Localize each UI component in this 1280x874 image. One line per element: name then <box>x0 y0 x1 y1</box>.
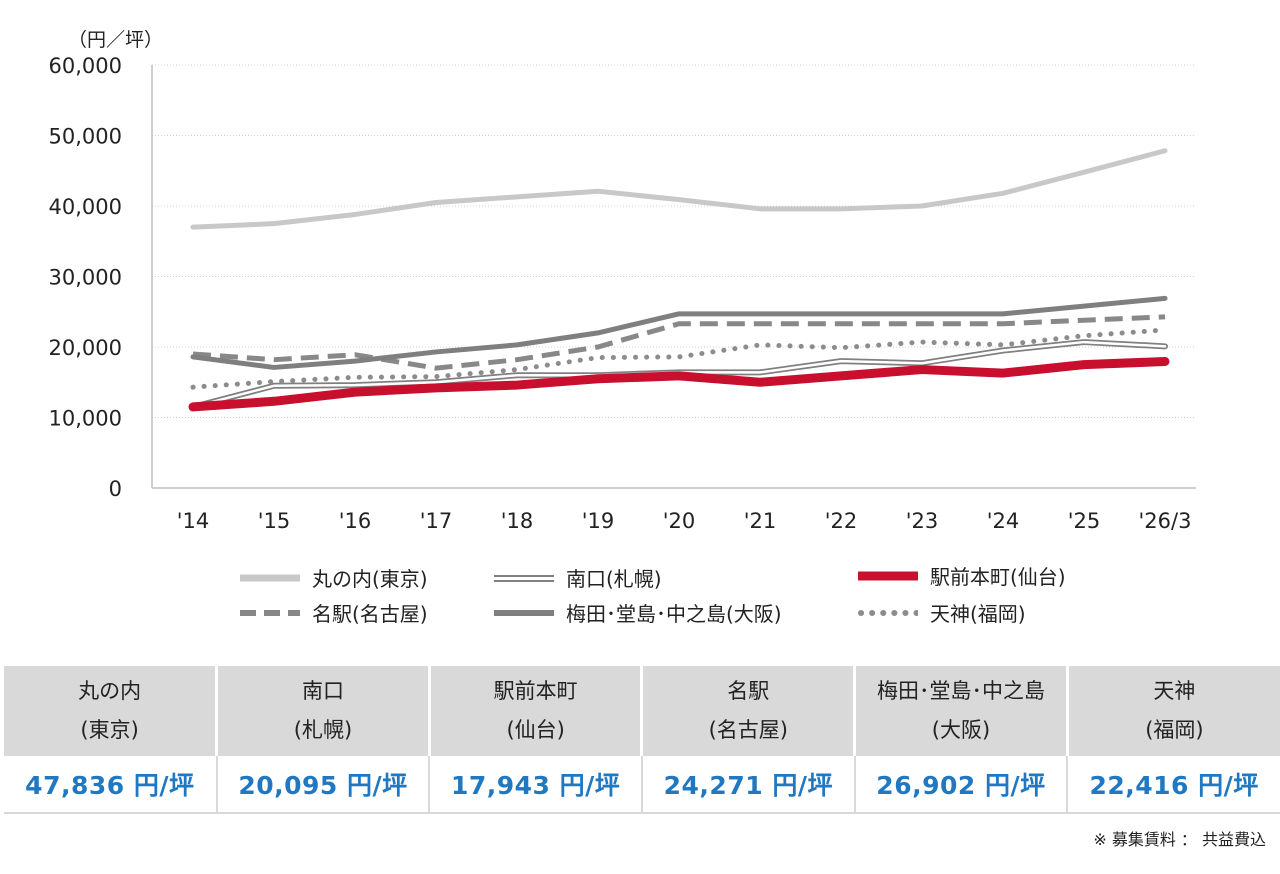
series-line-名駅(名古屋) <box>192 314 1166 371</box>
header-area: 駅前本町 <box>493 679 578 703</box>
x-tick-label: '15 <box>258 509 291 533</box>
rent-value-cell: 22,416 円/坪 <box>1067 756 1280 814</box>
y-axis-ticks: 0 10,000 20,000 30,000 40,000 50,000 60,000 <box>49 54 122 501</box>
rent-value-cell: 47,836 円/坪 <box>4 756 218 814</box>
y-tick-label: 20,000 <box>49 336 122 360</box>
y-tick-label: 40,000 <box>49 195 122 219</box>
x-tick-label: '26/3 <box>1139 509 1192 533</box>
x-tick-label: '17 <box>420 509 453 533</box>
header-area: 南口 <box>301 679 344 703</box>
header-area: 梅田･堂島･中之島 <box>876 679 1045 703</box>
line-chart: （円／坪） 0 10,000 20,000 30,000 40,000 50,000 60,… <box>49 29 1196 533</box>
rent-value-cell: 17,943 円/坪 <box>429 756 643 814</box>
header-area: 天神 <box>1153 679 1196 703</box>
series-line-梅田･堂島･中之島(大阪) <box>190 295 1168 370</box>
table-value-row: 47,836 円/坪 20,095 円/坪 17,943 円/坪 24,271 … <box>4 756 1280 814</box>
series-line-丸の内(東京) <box>190 148 1168 230</box>
y-tick-label: 50,000 <box>49 125 122 149</box>
header-area: 丸の内 <box>78 679 142 703</box>
chart-gridlines <box>151 64 1196 489</box>
table-header-cell: 天神 (福岡) <box>1067 666 1280 756</box>
y-tick-label: 0 <box>109 477 122 501</box>
x-tick-label: '19 <box>582 509 615 533</box>
rent-value-cell: 20,095 円/坪 <box>216 756 431 814</box>
x-tick-label: '22 <box>825 509 858 533</box>
header-city: (大阪) <box>931 718 991 742</box>
x-tick-label: '14 <box>177 509 210 533</box>
x-tick-label: '24 <box>987 509 1020 533</box>
y-tick-label: 30,000 <box>49 266 122 290</box>
y-tick-label: 60,000 <box>49 54 122 78</box>
x-axis-ticks: '14 '15 '16 '17 '18 '19 '20 '21 '22 '23 '24 '25 '26/… <box>177 509 1192 533</box>
chart-series <box>188 148 1170 412</box>
header-city: (東京) <box>80 718 139 742</box>
header-city: (福岡) <box>1145 718 1204 742</box>
series-line-駅前本町(仙台) <box>188 357 1170 412</box>
table-header-cell: 名駅 (名古屋) <box>641 666 857 756</box>
header-area: 名駅 <box>727 679 770 703</box>
x-tick-label: '20 <box>663 509 696 533</box>
rent-value-cell: 24,271 円/坪 <box>641 756 856 814</box>
x-tick-label: '16 <box>339 509 372 533</box>
table-header-cell: 丸の内 (東京) <box>4 666 219 756</box>
y-tick-label: 10,000 <box>49 407 122 431</box>
series-line-天神(福岡) <box>190 327 1168 390</box>
footnote: ※ 募集賃料 ： 共益費込 <box>1093 830 1266 849</box>
table-header-row: 丸の内 (東京) 南口 (札幌) 駅前本町 (仙台) 名駅 (名古屋) 梅田･堂島･中之… <box>4 666 1280 756</box>
rent-summary-table: 丸の内 (東京) 南口 (札幌) 駅前本町 (仙台) 名駅 (名古屋) 梅田･堂島･中之… <box>4 666 1280 814</box>
y-axis-unit-label: （円／坪） <box>68 29 163 51</box>
x-tick-label: '18 <box>501 509 534 533</box>
header-city: (札幌) <box>293 718 353 742</box>
table-header-cell: 駅前本町 (仙台) <box>429 666 644 756</box>
x-tick-label: '21 <box>744 509 777 533</box>
header-city: (名古屋) <box>708 718 788 742</box>
table-header-cell: 南口 (札幌) <box>216 666 431 756</box>
x-tick-label: '25 <box>1068 509 1101 533</box>
x-tick-label: '23 <box>906 509 939 533</box>
rent-value-cell: 26,902 円/坪 <box>854 756 1069 814</box>
table-header-cell: 梅田･堂島･中之島 (大阪) <box>854 666 1069 756</box>
header-city: (仙台) <box>506 718 565 742</box>
